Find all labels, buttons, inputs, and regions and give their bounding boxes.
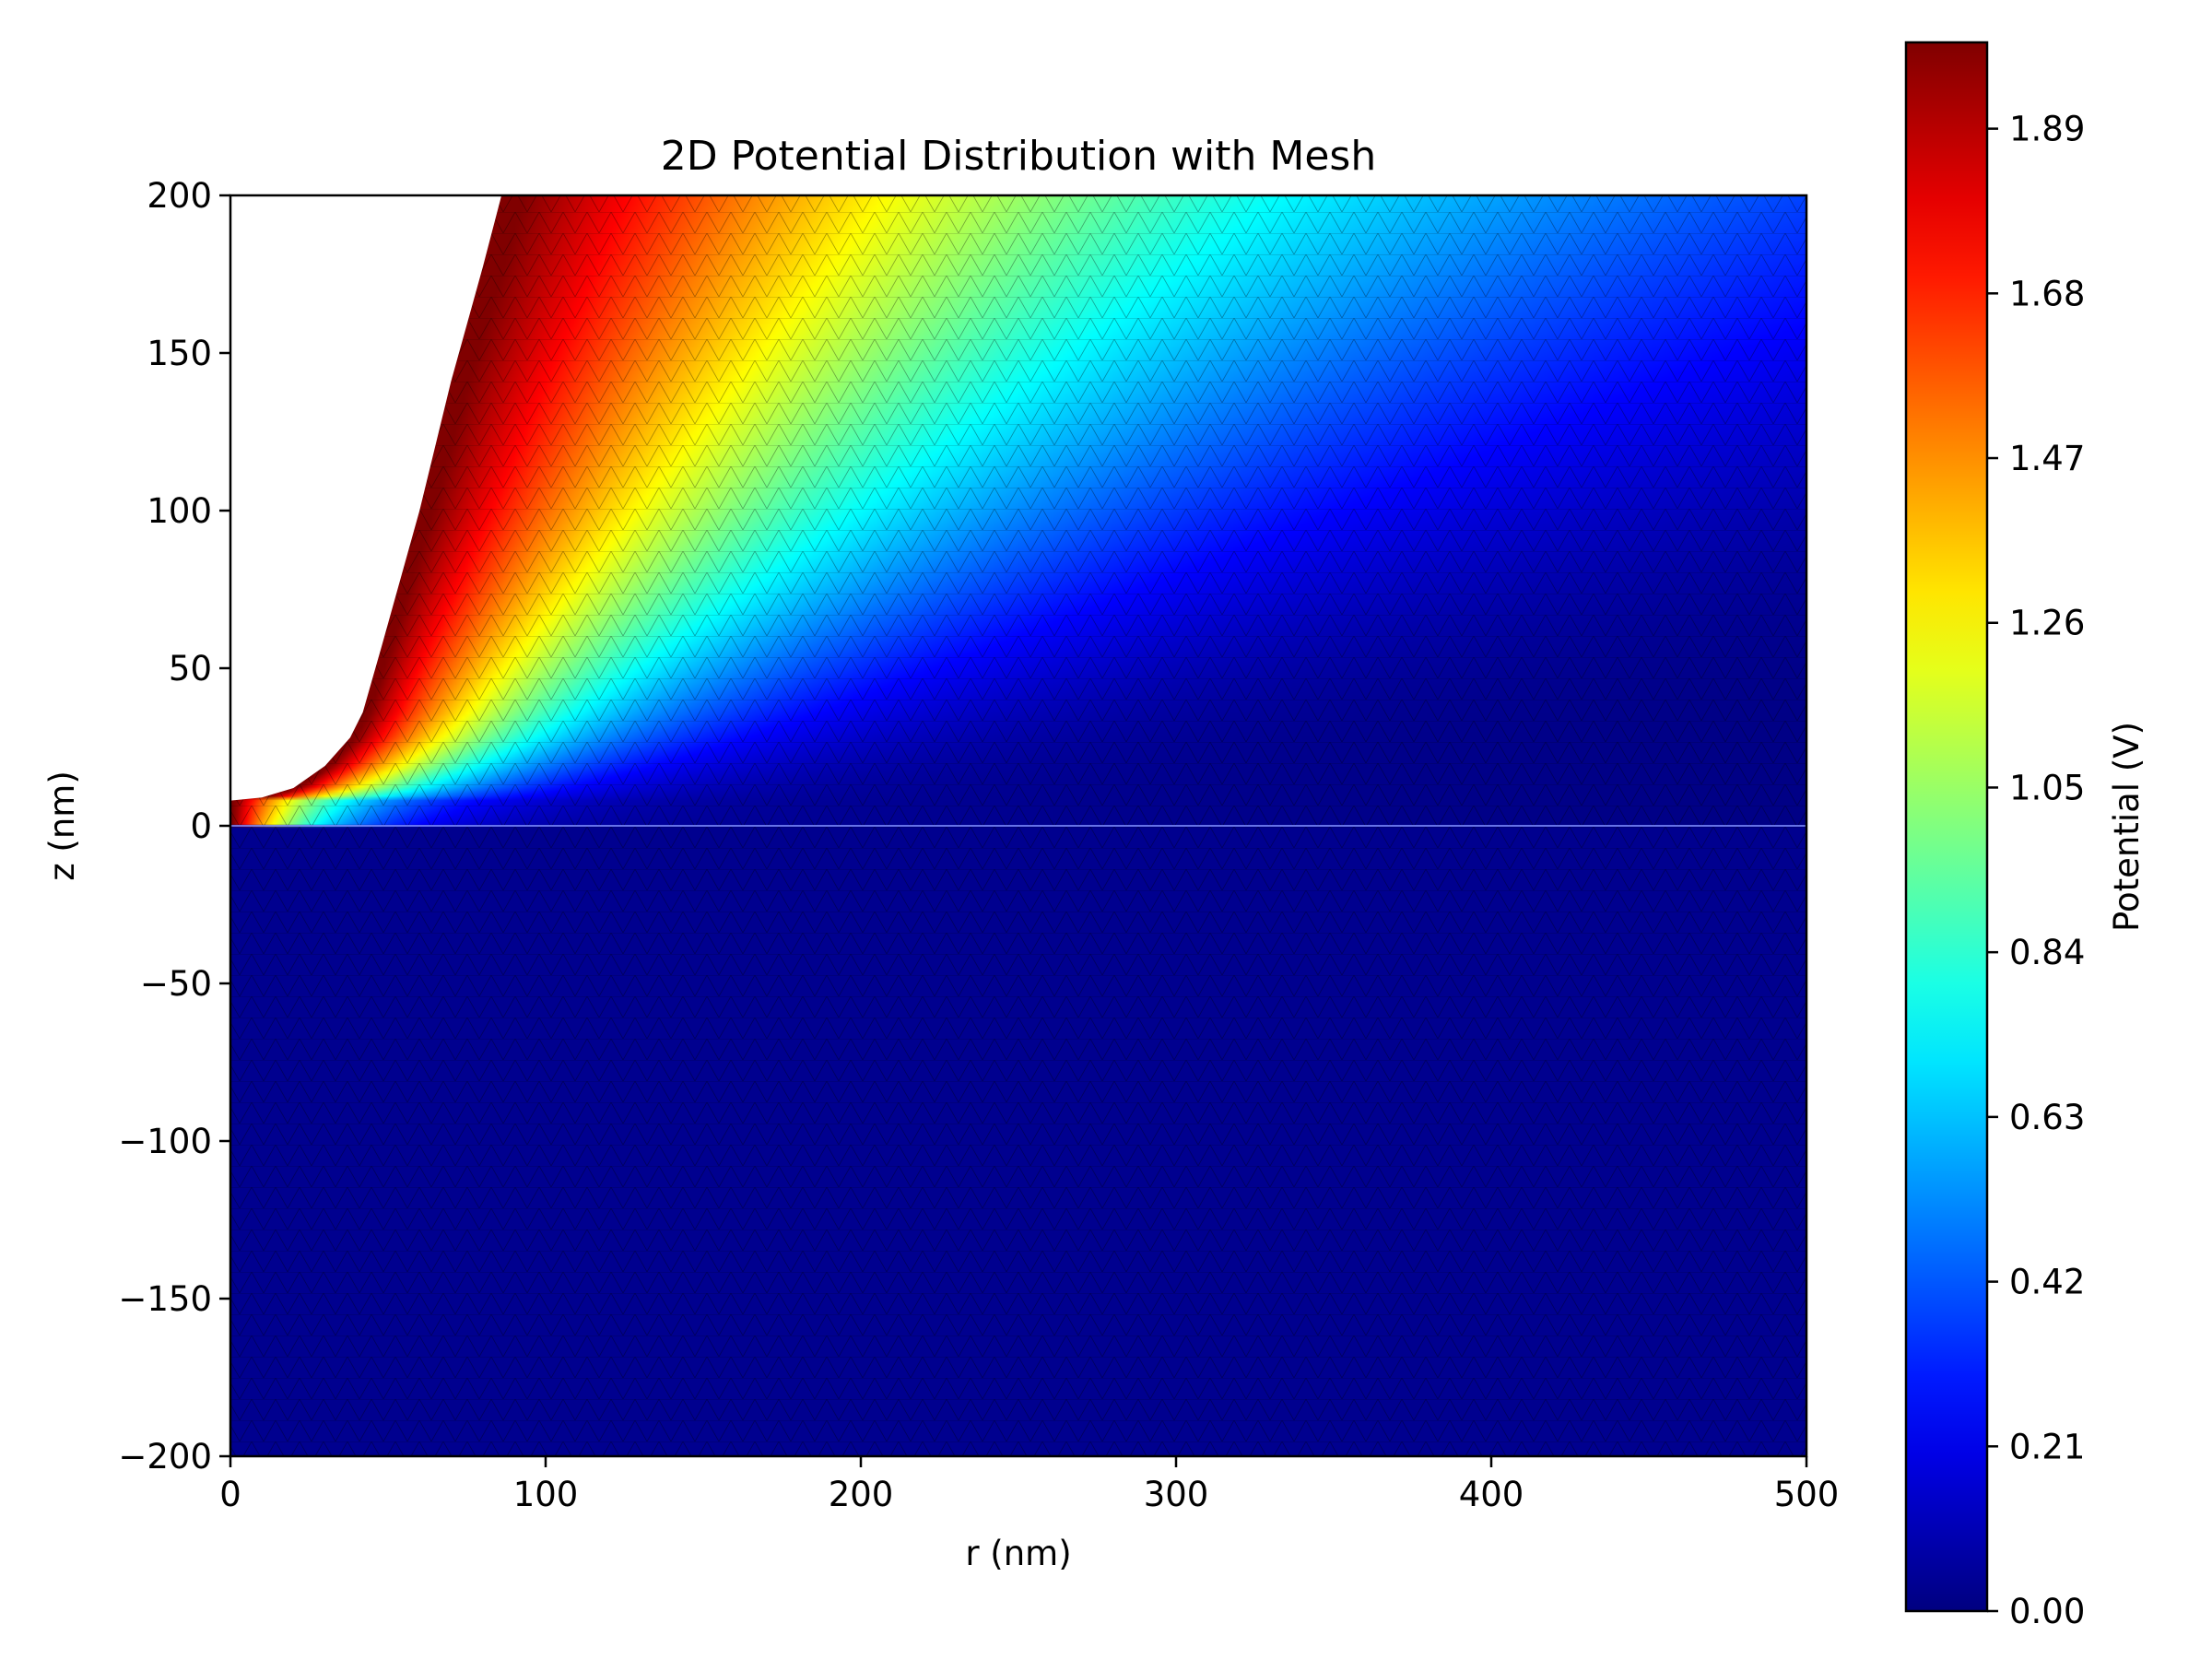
colorbar-tick-label: 0.21 (2009, 1427, 2085, 1466)
y-tick-label: 0 (190, 806, 212, 846)
colorbar: 0.00 0.21 0.42 0.63 0.84 1.05 1.26 1.47 1.68 1.89… (1904, 41, 2147, 1631)
colorbar-ticks: 0.00 0.21 0.42 0.63 0.84 1.05 1.26 1.47 1.68 1.89 (1987, 110, 2085, 1631)
colorbar-tick-label: 0.63 (2009, 1098, 2085, 1137)
colorbar-gradient (1906, 42, 1987, 1611)
colorbar-tick-label: 1.47 (2009, 439, 2085, 478)
y-axis: 200 150 100 50 0 −50 −100 −150 −200 (118, 176, 230, 1477)
x-tick-label: 200 (829, 1475, 894, 1514)
x-tick-label: 0 (219, 1475, 241, 1514)
y-tick-label: 200 (147, 176, 212, 216)
x-axis-label: r (nm) (965, 1534, 1071, 1573)
x-tick-label: 400 (1459, 1475, 1524, 1514)
colorbar-tick-label: 0.84 (2009, 933, 2085, 972)
x-tick-label: 300 (1144, 1475, 1209, 1514)
colorbar-tick-label: 1.26 (2009, 604, 2085, 643)
y-tick-label: −100 (118, 1122, 212, 1161)
plot-area (229, 194, 1808, 1458)
colorbar-tick-label: 1.68 (2009, 274, 2085, 313)
y-tick-label: 100 (147, 491, 212, 531)
y-tick-label: −150 (118, 1279, 212, 1319)
colorbar-label: Potential (V) (2107, 722, 2147, 932)
chart-title: 2D Potential Distribution with Mesh (661, 133, 1376, 180)
x-tick-label: 100 (513, 1475, 579, 1514)
x-tick-label: 500 (1774, 1475, 1840, 1514)
colorbar-tick-label: 0.00 (2009, 1592, 2085, 1631)
y-axis-label: z (nm) (42, 771, 82, 881)
y-tick-label: −200 (118, 1437, 212, 1477)
colorbar-frame (1904, 41, 1989, 1613)
colorbar-tick-label: 1.05 (2009, 768, 2085, 807)
colorbar-tick-label: 1.89 (2009, 110, 2085, 149)
x-axis: 0 100 200 300 400 500 (219, 1456, 1839, 1514)
colorbar-tick-label: 0.42 (2009, 1263, 2085, 1302)
y-tick-label: 150 (147, 334, 212, 373)
y-tick-label: −50 (140, 964, 212, 1004)
y-tick-label: 50 (169, 649, 212, 688)
tip-region (230, 195, 502, 801)
